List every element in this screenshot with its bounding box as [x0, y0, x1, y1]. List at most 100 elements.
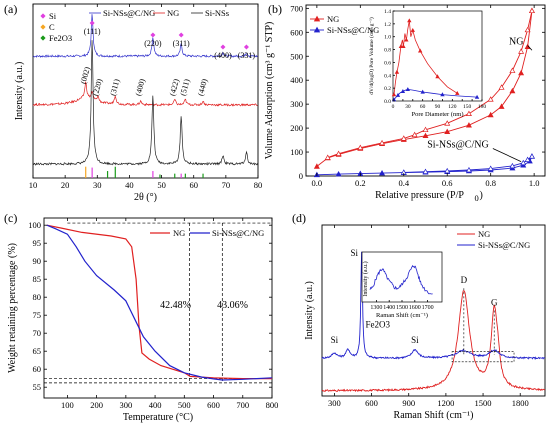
inset-marker	[407, 18, 412, 23]
legend-label: Si-NSs@C/NG	[327, 25, 379, 35]
panel-b-y-tick-label: 600	[290, 27, 303, 37]
isotherm-marker	[379, 170, 386, 176]
panel-d-x-tick-label: 600	[365, 398, 378, 408]
panel-d-x-tick-label: 1800	[512, 398, 529, 408]
panel-c-x-tick-label: 600	[207, 400, 220, 410]
inset-x-tick-label: 1600	[409, 305, 421, 311]
panel-b-x-tick-label: 0.4	[398, 178, 409, 188]
legend-label: NG	[167, 8, 179, 18]
panel-b-y-tick-label: 0	[299, 171, 303, 181]
tga-curve	[46, 224, 273, 381]
panel-c: (c) 42.48% 43.06% 100 200 300 400 500 600 700 800 5…	[4, 211, 278, 423]
isotherm-marker	[509, 67, 516, 73]
inset-xlabel: Pore Diameter (nm)	[412, 111, 464, 118]
isotherm-marker	[411, 131, 418, 138]
inset-x-tick-label: 1300	[370, 305, 382, 311]
isotherm-marker	[465, 122, 472, 128]
panel-c-y-tick-label: 55	[33, 382, 42, 392]
isotherm-marker	[444, 128, 451, 134]
legend-label: Si-NSs	[205, 8, 229, 18]
panel-b-label: (b)	[268, 2, 282, 16]
inset-y-tick-label: 0.2	[384, 86, 391, 92]
xrd-annotation-ng: (422)	[168, 77, 181, 96]
inset-marker	[455, 90, 460, 95]
inset-x-tick-label: 150	[463, 104, 472, 110]
inset-y-tick-label: 1.0	[384, 35, 391, 41]
panel-c-y-tick-label: 65	[33, 346, 42, 356]
panel-a-x-tick-label: 70	[222, 180, 231, 190]
panel-c-y-tick-label: 70	[33, 328, 42, 338]
inset-y-tick-label: 0.8	[384, 48, 391, 54]
panel-c-x-tick-label: 400	[149, 400, 162, 410]
isotherm-marker	[528, 7, 535, 14]
xrd-annotation-ng: (440)	[196, 77, 209, 96]
isotherm-marker	[422, 132, 429, 139]
panel-c-frame	[43, 217, 273, 399]
si-peak-marker	[178, 32, 184, 38]
raman-annotation: Si	[350, 248, 358, 258]
panel-b: (b)0.0 0.2 0.4 0.6 0.8 1.00100200300400500600…	[264, 2, 546, 203]
panel-c-x-tick-label: 300	[119, 400, 132, 410]
isotherm-marker	[357, 144, 364, 151]
raman-annotation: Fe2O3	[366, 320, 391, 330]
raman-annotation: D	[461, 275, 468, 285]
panel-c-y-tick-label: 60	[33, 364, 42, 374]
series-line-Si-NSs@C/NG	[32, 14, 258, 58]
panel-b-xlabel: Relative pressure (P/P	[375, 190, 464, 201]
isotherm-marker	[498, 103, 505, 109]
legend-marker	[313, 15, 321, 22]
panel-b-x-tick-label: 0.6	[442, 178, 453, 188]
raman-curve	[321, 251, 546, 361]
inset-y-tick-label: 1.4	[384, 9, 391, 15]
inset-marker	[410, 27, 415, 32]
panel-b-y-tick-label: 100	[290, 147, 303, 157]
inset-y-tick-label: 0.0	[384, 99, 391, 105]
inset-marker	[417, 48, 423, 53]
panel-d-x-tick-label: 900	[402, 398, 415, 408]
annotation-arrow	[527, 45, 533, 51]
isotherm-marker	[498, 84, 505, 90]
zoom-box	[451, 351, 515, 363]
panel-c-y-tick-label: 100	[28, 220, 41, 230]
inset-frame	[392, 10, 483, 102]
inset-xlabel: Raman Shift (cm⁻¹)	[376, 312, 428, 319]
legend-marker	[40, 13, 46, 19]
panel-a-x-tick-label: 20	[61, 180, 70, 190]
xrd-annotation-si: (400)	[214, 51, 232, 60]
panel-b-x-tick-label: 0.0	[312, 178, 323, 188]
legend-label: NG	[327, 14, 339, 24]
panel-b-x-tick-label: 0.8	[485, 178, 496, 188]
inset-series	[393, 20, 458, 95]
panel-d-xlabel: Raman Shift (cm⁻¹)	[394, 410, 474, 421]
panel-a: (a)(111)(220) (311)(400) (331)(002)(220) (3…	[4, 2, 262, 203]
panel-b-frame	[305, 4, 546, 177]
xrd-annotation-ng: (400)	[134, 77, 147, 96]
inset-marker	[395, 92, 401, 97]
panel-b-y-tick-label: 700	[290, 3, 303, 13]
inset-marker	[435, 74, 440, 79]
isotherm-marker	[422, 126, 429, 133]
legend-label: NG	[478, 229, 490, 239]
series-line-NG	[32, 81, 258, 107]
isotherm-marker	[518, 48, 525, 54]
xrd-annotation-si: (331)	[238, 51, 256, 60]
panel-c-x-tick-label: 200	[90, 400, 103, 410]
inset-x-tick-label: 60	[420, 104, 426, 110]
inset-ylabel: Intensity (a.u.)	[362, 261, 369, 296]
isotherm-marker	[335, 170, 342, 177]
xrd-annotation-ng: (511)	[178, 78, 191, 97]
panel-c-x-tick-label: 100	[61, 400, 74, 410]
isotherm-marker	[524, 156, 531, 162]
panel-c-y-tick-label: 85	[33, 274, 42, 284]
inset-y-tick-label: 0.6	[384, 60, 391, 66]
tga-annotation: 43.06%	[217, 300, 248, 311]
panel-a-frame	[32, 3, 259, 179]
si-peak-marker	[243, 44, 249, 50]
legend-label: Si-NSs@C/NG	[212, 228, 264, 238]
si-peak-marker	[220, 44, 226, 50]
panel-c-y-tick-label: 75	[33, 310, 42, 320]
legend-label: Fe2O3	[49, 33, 72, 43]
